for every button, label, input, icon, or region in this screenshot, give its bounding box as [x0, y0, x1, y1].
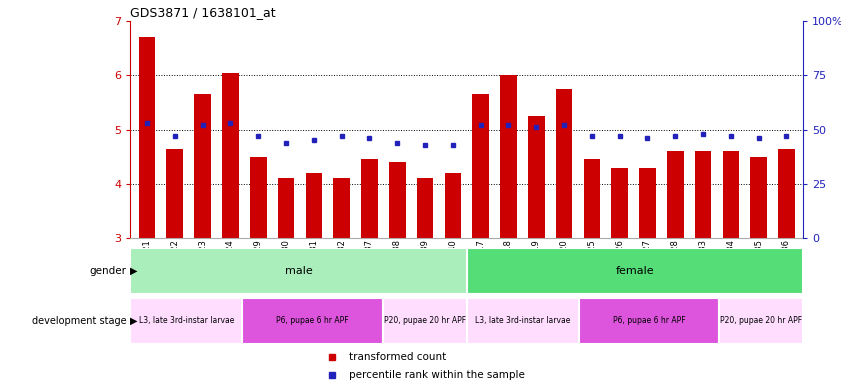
- Text: P6, pupae 6 hr APF: P6, pupae 6 hr APF: [612, 316, 685, 325]
- Bar: [167, 149, 183, 238]
- Bar: [194, 94, 211, 238]
- Bar: [383, 298, 467, 344]
- Bar: [584, 159, 600, 238]
- Text: female: female: [616, 266, 654, 276]
- Bar: [579, 298, 719, 344]
- Bar: [333, 179, 350, 238]
- Bar: [722, 151, 739, 238]
- Bar: [222, 73, 239, 238]
- Text: P20, pupae 20 hr APF: P20, pupae 20 hr APF: [720, 316, 802, 325]
- Bar: [250, 157, 267, 238]
- Bar: [416, 179, 433, 238]
- Bar: [242, 298, 383, 344]
- Text: P6, pupae 6 hr APF: P6, pupae 6 hr APF: [276, 316, 349, 325]
- Text: male: male: [285, 266, 312, 276]
- Bar: [467, 248, 803, 294]
- Bar: [139, 37, 156, 238]
- Bar: [695, 151, 711, 238]
- Text: development stage: development stage: [31, 316, 126, 326]
- Bar: [611, 167, 628, 238]
- Text: P20, pupae 20 hr APF: P20, pupae 20 hr APF: [383, 316, 466, 325]
- Bar: [130, 298, 242, 344]
- Text: ▶: ▶: [130, 316, 137, 326]
- Text: L3, late 3rd-instar larvae: L3, late 3rd-instar larvae: [139, 316, 234, 325]
- Bar: [445, 173, 461, 238]
- Text: percentile rank within the sample: percentile rank within the sample: [349, 370, 525, 380]
- Bar: [473, 94, 489, 238]
- Bar: [389, 162, 405, 238]
- Bar: [500, 75, 517, 238]
- Bar: [467, 298, 579, 344]
- Bar: [528, 116, 545, 238]
- Bar: [361, 159, 378, 238]
- Text: L3, late 3rd-instar larvae: L3, late 3rd-instar larvae: [475, 316, 570, 325]
- Bar: [639, 167, 656, 238]
- Bar: [305, 173, 322, 238]
- Text: gender: gender: [89, 266, 126, 276]
- Bar: [719, 298, 803, 344]
- Bar: [278, 179, 294, 238]
- Bar: [778, 149, 795, 238]
- Bar: [750, 157, 767, 238]
- Text: GDS3871 / 1638101_at: GDS3871 / 1638101_at: [130, 6, 276, 19]
- Bar: [667, 151, 684, 238]
- Text: transformed count: transformed count: [349, 352, 447, 362]
- Bar: [130, 248, 467, 294]
- Bar: [556, 89, 573, 238]
- Text: ▶: ▶: [130, 266, 137, 276]
